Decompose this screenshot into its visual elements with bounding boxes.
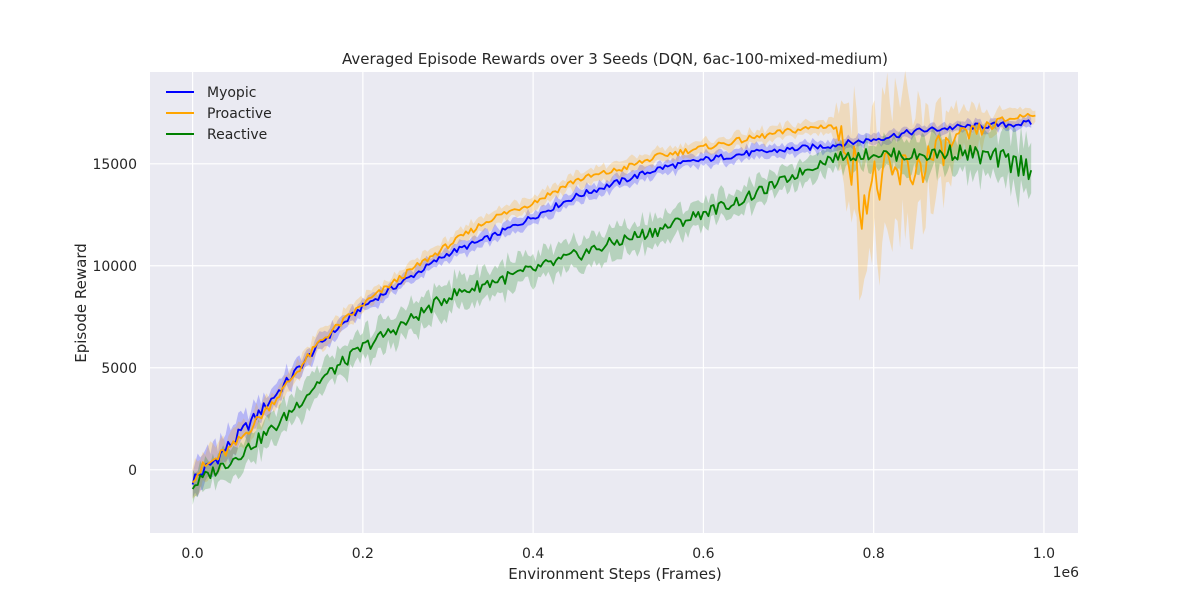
y-tick-labels: 0 5000 10000 15000: [92, 157, 137, 479]
x-tick-labels: 0.0 0.2 0.4 0.6 0.8 1.0: [181, 546, 1055, 562]
x-tick-label: 0.2: [352, 546, 374, 562]
grid-lines: [150, 72, 1078, 533]
series-lines: [191, 112, 1036, 490]
line-proactive: [191, 112, 1036, 484]
y-tick-label: 10000: [92, 259, 137, 275]
x-axis-label: Environment Steps (Frames): [508, 565, 722, 583]
y-tick-label: 0: [128, 463, 137, 479]
chart-title: Averaged Episode Rewards over 3 Seeds (D…: [342, 50, 888, 68]
legend-label-reactive: Reactive: [207, 127, 267, 143]
legend-label-proactive: Proactive: [207, 106, 272, 122]
y-tick-label: 5000: [101, 361, 137, 377]
x-tick-label: 0.0: [181, 546, 203, 562]
plot-area: [150, 72, 1078, 533]
legend-label-myopic: Myopic: [207, 85, 256, 101]
y-tick-label: 15000: [92, 157, 137, 173]
x-tick-label: 0.6: [692, 546, 714, 562]
x-tick-label: 0.8: [863, 546, 885, 562]
band-reactive: [192, 120, 1032, 506]
band-proactive: [192, 70, 1036, 499]
line-reactive: [191, 144, 1033, 490]
x-axis-offset-label: 1e6: [1053, 565, 1080, 581]
x-tick-label: 1.0: [1033, 546, 1055, 562]
legend: Myopic Proactive Reactive: [166, 85, 272, 143]
y-axis-label: Episode Reward: [72, 243, 90, 363]
x-tick-label: 0.4: [522, 546, 544, 562]
